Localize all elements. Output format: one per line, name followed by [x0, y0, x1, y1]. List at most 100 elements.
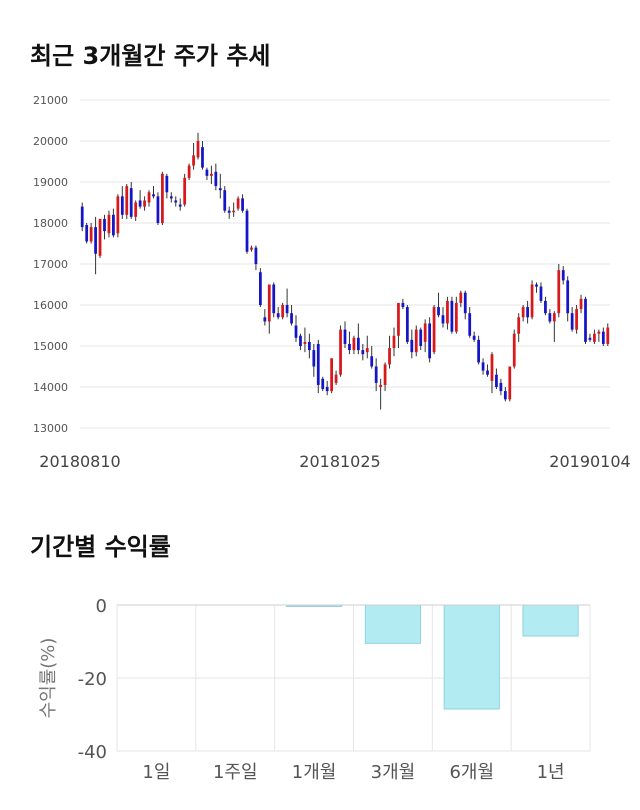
candle-body — [80, 206, 84, 228]
candle-body — [352, 337, 356, 351]
candle-body — [575, 309, 578, 330]
y-tick-label: 14000 — [33, 381, 68, 394]
candle-body — [294, 325, 298, 338]
candle-body — [428, 323, 432, 359]
candle-body — [597, 331, 601, 334]
candle-body — [312, 350, 316, 367]
candle-body — [103, 218, 106, 232]
candle-body — [397, 302, 400, 336]
candle-body — [481, 362, 485, 371]
candle-body — [299, 335, 302, 346]
candle-body — [263, 317, 267, 322]
candle-body — [339, 329, 342, 375]
candle-body — [98, 218, 102, 256]
x-category-label: 1일 — [142, 762, 170, 783]
candle-body — [192, 155, 195, 166]
y-tick-label: 15000 — [33, 340, 68, 353]
candle-body — [388, 348, 391, 365]
candle-body — [178, 204, 182, 207]
candle-body — [254, 247, 258, 264]
y-tick-label: 18000 — [33, 217, 68, 230]
candle-body — [441, 315, 445, 324]
candle-body — [486, 370, 489, 375]
x-date-label: 20180810 — [39, 452, 120, 471]
candle-body — [107, 214, 111, 234]
candle-body — [290, 313, 293, 324]
candle-body — [232, 210, 236, 213]
period-returns-title: 기간별 수익률 — [30, 533, 171, 561]
x-category-label: 1년 — [537, 762, 565, 783]
candle-body — [361, 350, 365, 355]
candle-body — [116, 196, 120, 234]
candle-body — [227, 210, 231, 213]
candle-body — [94, 227, 97, 254]
x-category-label: 1주일 — [213, 762, 258, 783]
candle-body — [276, 313, 280, 318]
candle-body — [490, 354, 494, 381]
y-tick-label: -40 — [78, 742, 107, 763]
candle-body — [161, 173, 164, 223]
candle-body — [432, 307, 436, 353]
candle-body — [392, 335, 396, 349]
candle-body — [383, 364, 387, 385]
y-tick-label: 16000 — [33, 299, 68, 312]
candle-body — [236, 198, 240, 209]
candle-body — [187, 165, 191, 178]
candle-body — [606, 327, 610, 344]
candle-body — [419, 329, 423, 346]
x-date-label: 20181025 — [299, 452, 380, 471]
candle-body — [85, 225, 89, 242]
candle-body — [112, 214, 115, 236]
candle-body — [588, 337, 592, 340]
candle-body — [165, 175, 169, 193]
y-axis-label: 수익률(%) — [38, 638, 59, 719]
candle-body — [539, 286, 543, 301]
y-tick-label: 19000 — [33, 176, 68, 189]
candle-body — [446, 300, 449, 324]
candle-body — [499, 382, 503, 392]
candle-body — [593, 333, 596, 342]
candle-body — [584, 298, 587, 342]
candle-body — [450, 300, 454, 332]
candle-body — [258, 272, 262, 305]
candle-body — [330, 358, 334, 392]
candle-body — [548, 313, 552, 322]
candle-body — [125, 186, 129, 215]
candle-body — [89, 227, 93, 242]
candle-body — [437, 307, 440, 316]
candle-body — [285, 305, 289, 314]
candle-body — [183, 177, 187, 205]
candle-body — [316, 343, 320, 385]
candle-body — [552, 313, 556, 322]
y-tick-label: 13000 — [33, 422, 68, 435]
candle-body — [245, 210, 249, 252]
y-tick-label: 0 — [96, 596, 107, 617]
candlestick-chart: 13000 14000 15000 16000 17000 18000 19000 20000… — [33, 94, 631, 471]
candle-body — [508, 366, 512, 400]
bar — [522, 604, 579, 637]
candle-body — [405, 307, 409, 342]
bar — [285, 604, 343, 607]
candle-body — [321, 378, 325, 390]
candle-body — [379, 384, 383, 387]
candle-body — [241, 198, 244, 211]
x-category-label: 3개월 — [371, 762, 416, 783]
candle-body — [156, 196, 160, 223]
candle-body — [303, 341, 307, 344]
candle-body — [477, 339, 480, 363]
candle-body — [454, 302, 458, 332]
candle-body — [201, 147, 204, 168]
candle-body — [544, 300, 547, 314]
x-date-label: 20190104 — [549, 452, 630, 471]
candle-body — [169, 196, 173, 199]
candle-body — [423, 323, 427, 342]
candle-body — [138, 200, 142, 207]
price-trend-title: 최근 3개월간 주가 추세 — [30, 42, 271, 70]
x-category-label: 6개월 — [449, 762, 494, 783]
candle-body — [414, 329, 418, 353]
y-tick-label: 20000 — [33, 135, 68, 148]
candle-body — [495, 374, 498, 387]
candle-body — [410, 339, 414, 353]
y-tick-label: 21000 — [33, 94, 68, 107]
candle-body — [134, 202, 138, 217]
